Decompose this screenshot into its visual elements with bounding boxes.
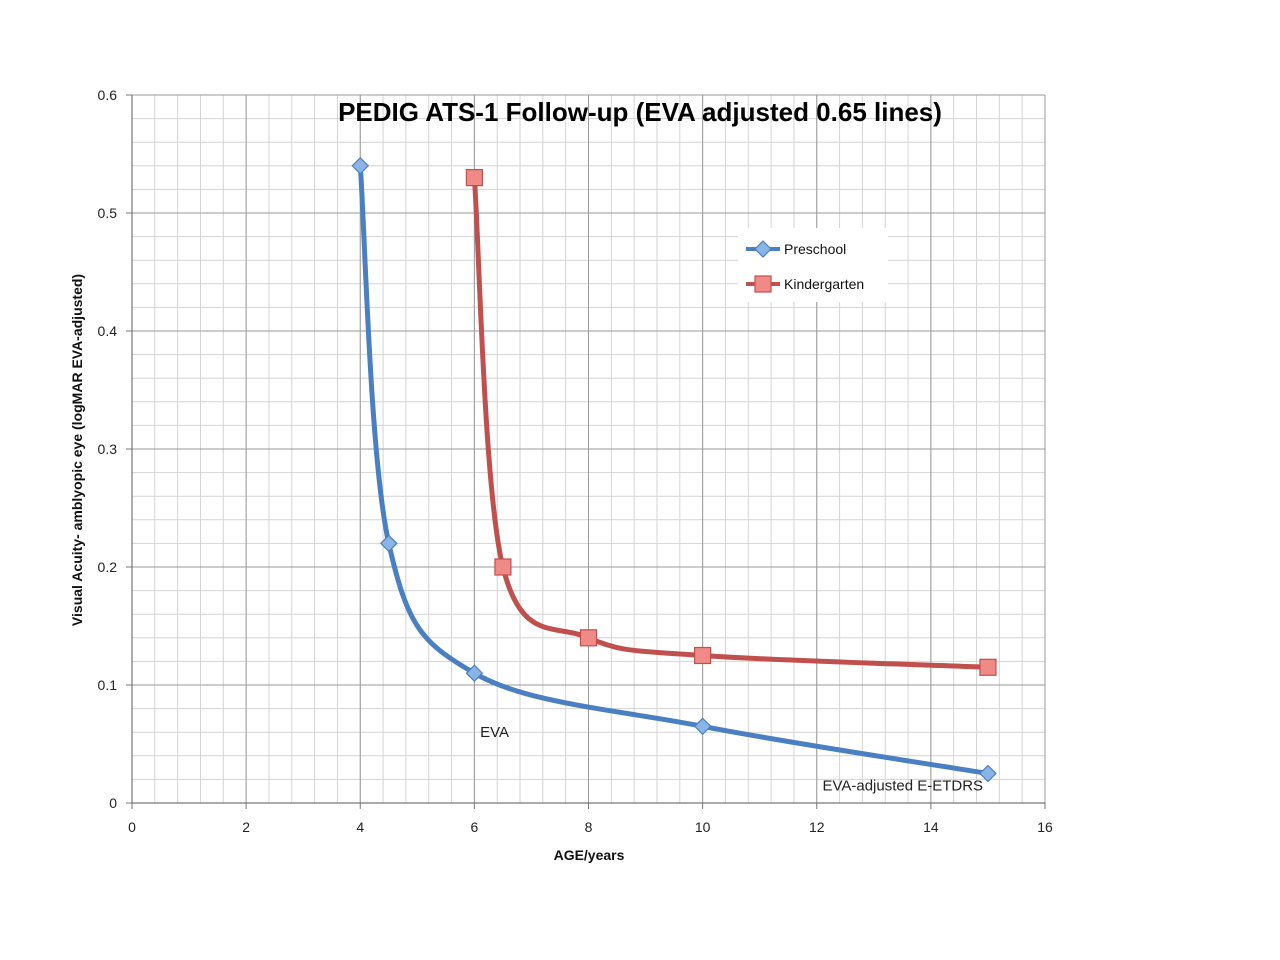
y-tick-label: 0.1 [98,677,118,693]
legend-item-kindergarten: Kindergarten [746,275,864,293]
data-point-preschool [379,534,398,553]
data-point-kindergarten [694,646,712,665]
x-tick-label: 12 [809,819,825,835]
y-tick-label: 0.4 [98,323,118,339]
chart-annotation: EVA [480,724,509,741]
x-tick-label: 4 [356,819,364,835]
data-point-kindergarten [494,558,512,576]
x-tick-label: 8 [585,819,593,835]
legend-label-preschool: Preschool [784,241,846,257]
y-tick-label: 0.3 [98,441,118,457]
series-line-kindergarten [471,175,991,670]
x-tick-label: 6 [470,819,478,835]
data-point-preschool [979,764,997,783]
y-tick-label: 0.5 [98,205,118,221]
series-layer [351,156,997,783]
data-point-kindergarten [579,629,598,647]
y-axis-title: Visual Acuity- amblyopic eye (logMAR EVA… [69,274,85,626]
y-tick-label: 0.6 [98,87,118,103]
x-tick-labels: 0 2 4 6 8 10 12 14 16 [128,819,1053,835]
data-point-preschool [351,156,370,175]
legend-marker-kindergarten [754,275,772,293]
chart-title: PEDIG ATS-1 Follow-up (EVA adjusted 0.65… [338,97,942,127]
chart-annotation: EVA-adjusted E-ETDRS [822,777,983,794]
x-tick-label: 2 [242,819,250,835]
legend: Preschool Kindergarten [738,228,888,302]
axes [126,94,1046,809]
x-tick-label: 10 [695,819,711,835]
x-tick-label: 0 [128,819,136,835]
series-kindergarten [465,169,997,676]
annotations: EVA EVA-adjusted E-ETDRS [480,724,983,794]
x-tick-label: 14 [923,819,939,835]
x-tick-label: 16 [1037,819,1053,835]
series-preschool [351,156,997,783]
legend-item-preschool: Preschool [746,240,846,258]
y-tick-label: 0.2 [98,559,118,575]
y-tick-label: 0 [109,795,117,811]
data-point-kindergarten [465,169,483,187]
x-axis-title: AGE/years [554,847,625,863]
legend-marker-preschool [754,240,772,258]
y-tick-labels: 0 0.1 0.2 0.3 0.4 0.5 0.6 [98,87,118,811]
data-point-preschool [465,664,484,683]
data-point-kindergarten [979,658,997,676]
data-point-preschool [693,717,712,736]
legend-label-kindergarten: Kindergarten [784,276,864,292]
